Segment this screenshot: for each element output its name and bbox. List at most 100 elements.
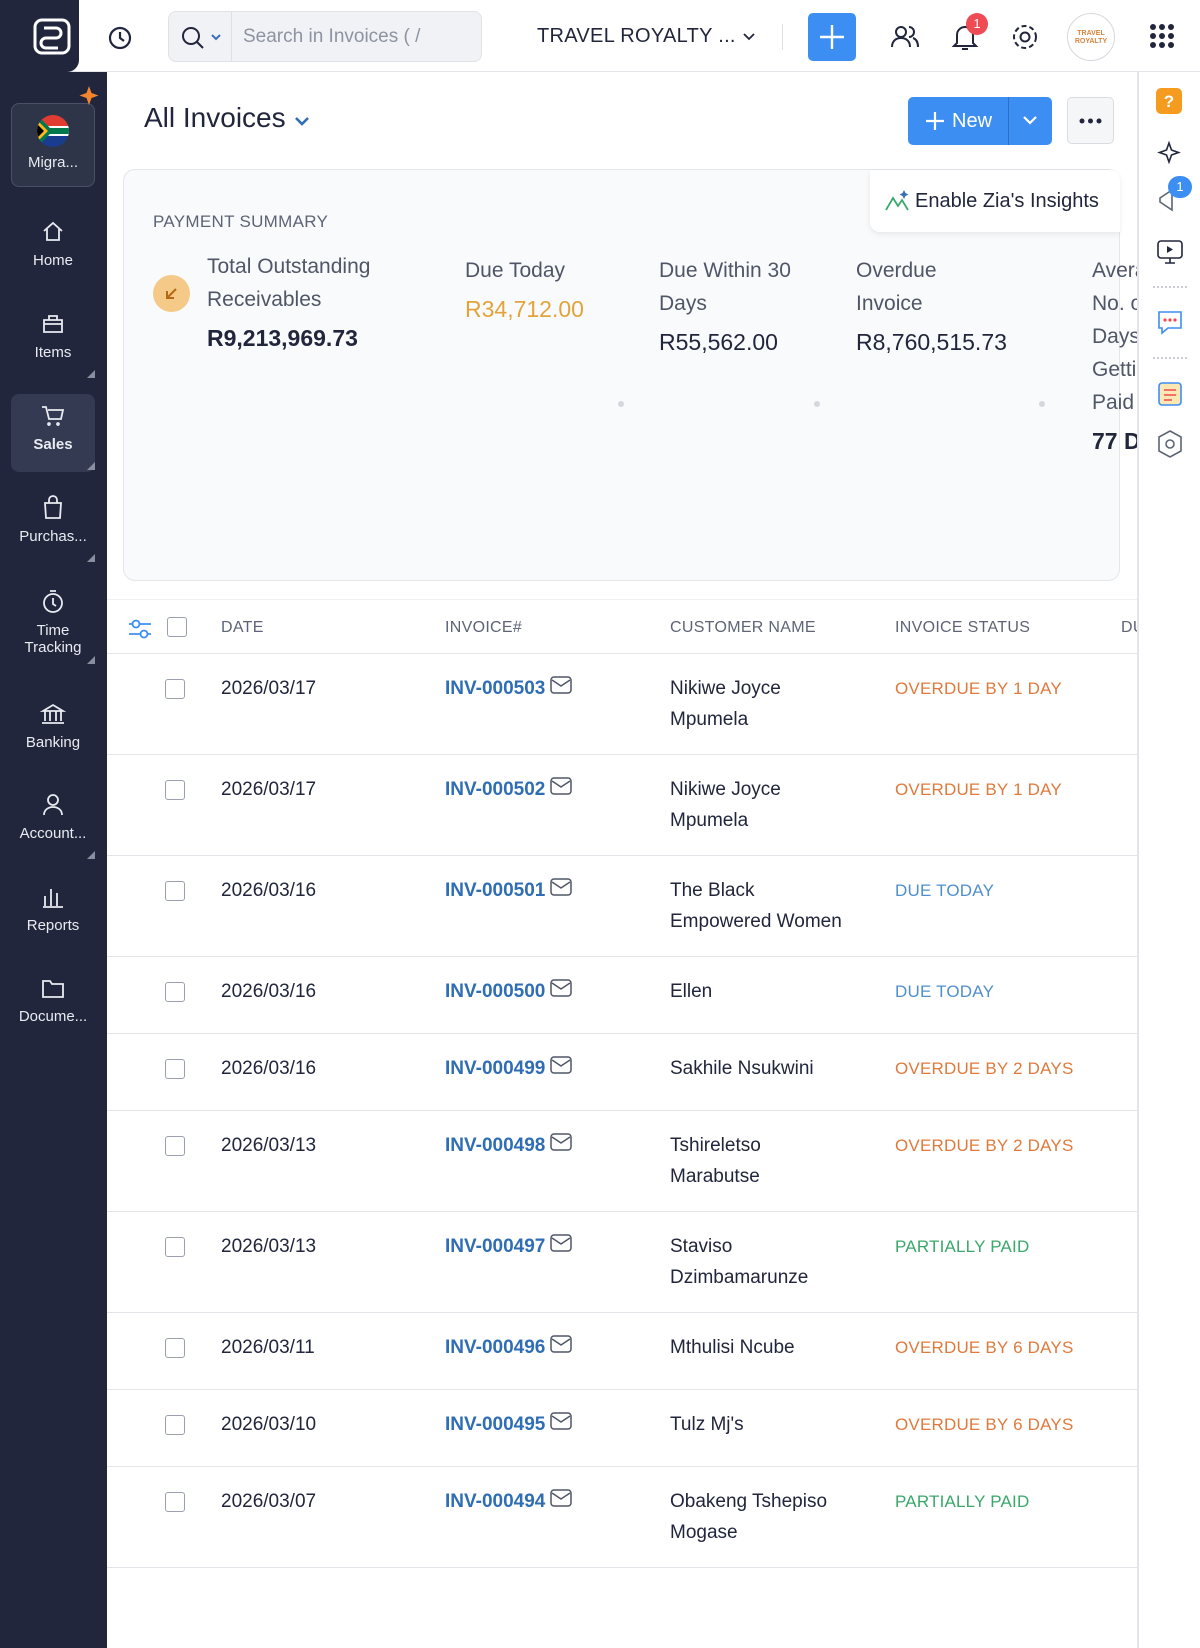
more-icon xyxy=(1079,118,1102,124)
row-checkbox[interactable] xyxy=(165,780,185,800)
sidebar: Migra... Home Items Sales Purchas... Time Tra… xyxy=(0,72,107,1648)
carousel-dot xyxy=(1039,401,1045,407)
column-header[interactable]: INVOICE STATUS xyxy=(895,619,1031,636)
row-checkbox[interactable] xyxy=(165,1492,185,1512)
invoice-row[interactable]: 2026/03/17 INV-000502 Nikiwe Joyce Mpumela… xyxy=(107,755,1137,856)
customer-cell: Sakhile Nsukwini xyxy=(670,1053,895,1091)
status-cell: DUE TODAY xyxy=(895,976,1137,1014)
customer-name: Obakeng Tshepiso Mogase xyxy=(670,1491,828,1543)
search-box[interactable]: Search in Invoices ( / xyxy=(168,11,482,62)
zia-insights-button[interactable]: Enable Zia's Insights xyxy=(870,170,1120,232)
nav-label: Purchas... xyxy=(19,528,87,545)
invoice-number[interactable]: INV-000497 xyxy=(445,1236,546,1257)
expand-indicator xyxy=(87,851,95,859)
invoice-cell: INV-000495 xyxy=(445,1409,670,1447)
svg-text:?: ? xyxy=(1164,92,1174,111)
customer-cell: Staviso Dzimbamarunze xyxy=(670,1231,895,1293)
nav-icon xyxy=(43,794,63,816)
apps-grid-icon[interactable] xyxy=(1149,23,1175,49)
nav-label: Account... xyxy=(19,825,87,842)
invoice-row[interactable]: 2026/03/16 INV-000501 The Black Empowered … xyxy=(107,856,1137,957)
invoice-number[interactable]: INV-000503 xyxy=(445,678,546,699)
invoice-row[interactable]: 2026/03/11 INV-000496 Mthulisi Ncube OVERDU… xyxy=(107,1313,1137,1390)
email-sent-icon xyxy=(550,1056,573,1074)
chevron xyxy=(743,33,755,41)
summary-card: Total Outstanding Receivables R9,213,969.… xyxy=(207,250,397,355)
chat-icon[interactable] xyxy=(1156,308,1184,336)
nav-item[interactable]: Sales xyxy=(11,394,95,472)
invoice-number[interactable]: INV-000494 xyxy=(445,1491,546,1512)
invoice-row[interactable]: 2026/03/13 INV-000498 Tshireletso Marabuts… xyxy=(107,1111,1137,1212)
invoice-row[interactable]: 2026/03/16 INV-000499 Sakhile Nsukwini OVER… xyxy=(107,1034,1137,1111)
invoice-row[interactable]: 2026/03/07 INV-000494 Obakeng Tshepiso Mog… xyxy=(107,1467,1137,1568)
card-value: R8,760,515.73 xyxy=(856,329,1007,355)
nav-item[interactable]: Time Tracking xyxy=(11,580,95,666)
column-settings-icon[interactable] xyxy=(127,617,153,641)
checkbox-cell xyxy=(107,1231,221,1293)
checkbox-cell xyxy=(107,1409,221,1447)
organization-switcher[interactable]: TRAVEL ROYALTY ... xyxy=(537,25,756,48)
column-header[interactable]: DUE DATE xyxy=(1121,619,1137,636)
recent-icon[interactable] xyxy=(106,24,134,52)
column-header[interactable]: CUSTOMER NAME xyxy=(670,619,816,636)
page-title: All Invoices xyxy=(144,102,286,133)
view-selector[interactable]: All Invoices xyxy=(144,102,311,134)
expand-indicator xyxy=(87,656,95,664)
avatar[interactable]: TRAVEL ROYALTY xyxy=(1067,13,1115,61)
row-checkbox[interactable] xyxy=(165,1237,185,1257)
nav-icon xyxy=(43,315,63,333)
row-checkbox[interactable] xyxy=(165,881,185,901)
nav-item[interactable]: Account... xyxy=(11,783,95,861)
email-sent-icon xyxy=(550,1133,573,1151)
invoice-cell: INV-000494 xyxy=(445,1486,670,1548)
more-button[interactable] xyxy=(1067,97,1114,144)
video-icon[interactable] xyxy=(1156,238,1184,266)
row-checkbox[interactable] xyxy=(165,679,185,699)
users-icon[interactable] xyxy=(889,23,921,51)
column-header[interactable]: INVOICE# xyxy=(445,619,523,636)
invoice-row[interactable]: 2026/03/10 INV-000495 Tulz Mj's OVERDUE BY … xyxy=(107,1390,1137,1467)
dropdown-icon[interactable] xyxy=(1021,115,1039,127)
email-sent-icon xyxy=(550,878,573,896)
email-sent-icon xyxy=(550,1412,573,1430)
main-content: All Invoices New PAYMENT SUMMARY Enable … xyxy=(107,72,1137,1648)
invoice-number[interactable]: INV-000502 xyxy=(445,779,546,800)
row-checkbox[interactable] xyxy=(165,1059,185,1079)
nav-item[interactable]: Migra... xyxy=(11,86,99,187)
status-cell: OVERDUE BY 2 DAYS xyxy=(895,1053,1137,1091)
logo[interactable] xyxy=(0,0,79,72)
integrations-icon[interactable] xyxy=(1155,429,1185,459)
help-icon[interactable]: ? xyxy=(1156,88,1182,114)
invoice-number[interactable]: INV-000498 xyxy=(445,1135,546,1156)
select-all-checkbox[interactable] xyxy=(167,617,187,637)
invoice-number[interactable]: INV-000496 xyxy=(445,1337,546,1358)
notes-icon[interactable] xyxy=(1156,380,1184,408)
nav-item[interactable]: Reports xyxy=(11,875,95,953)
invoice-number[interactable]: INV-000495 xyxy=(445,1414,546,1435)
nav-item[interactable]: Home xyxy=(11,210,95,288)
row-checkbox[interactable] xyxy=(165,1338,185,1358)
invoice-row[interactable]: 2026/03/17 INV-000503 Nikiwe Joyce Mpumela… xyxy=(107,654,1137,755)
invoice-row[interactable]: 2026/03/13 INV-000497 Staviso Dzimbamarunz… xyxy=(107,1212,1137,1313)
new-button[interactable]: New xyxy=(908,97,1052,145)
invoice-number[interactable]: INV-000501 xyxy=(445,880,546,901)
invoice-number[interactable]: INV-000499 xyxy=(445,1058,546,1079)
ai-icon[interactable] xyxy=(1157,140,1183,166)
nav-item[interactable]: Items xyxy=(11,302,95,380)
summary-card: Overdue Invoice R8,760,515.73 xyxy=(856,254,1007,359)
row-checkbox[interactable] xyxy=(165,982,185,1002)
checkbox-cell xyxy=(107,1486,221,1548)
row-checkbox[interactable] xyxy=(165,1415,185,1435)
settings-icon[interactable] xyxy=(1010,22,1040,52)
column-header[interactable]: DATE xyxy=(221,619,264,636)
invoice-row[interactable]: 2026/03/16 INV-000500 Ellen DUE TODAY xyxy=(107,957,1137,1034)
invoice-cell: INV-000498 xyxy=(445,1130,670,1192)
invoice-number[interactable]: INV-000500 xyxy=(445,981,546,1002)
announcements-icon[interactable] xyxy=(1156,186,1182,214)
row-checkbox[interactable] xyxy=(165,1136,185,1156)
nav-item[interactable]: Banking xyxy=(11,692,95,770)
quick-create-button[interactable] xyxy=(808,13,856,61)
nav-item[interactable]: Docume... xyxy=(11,966,95,1044)
nav-item[interactable]: Purchas... xyxy=(11,486,95,564)
